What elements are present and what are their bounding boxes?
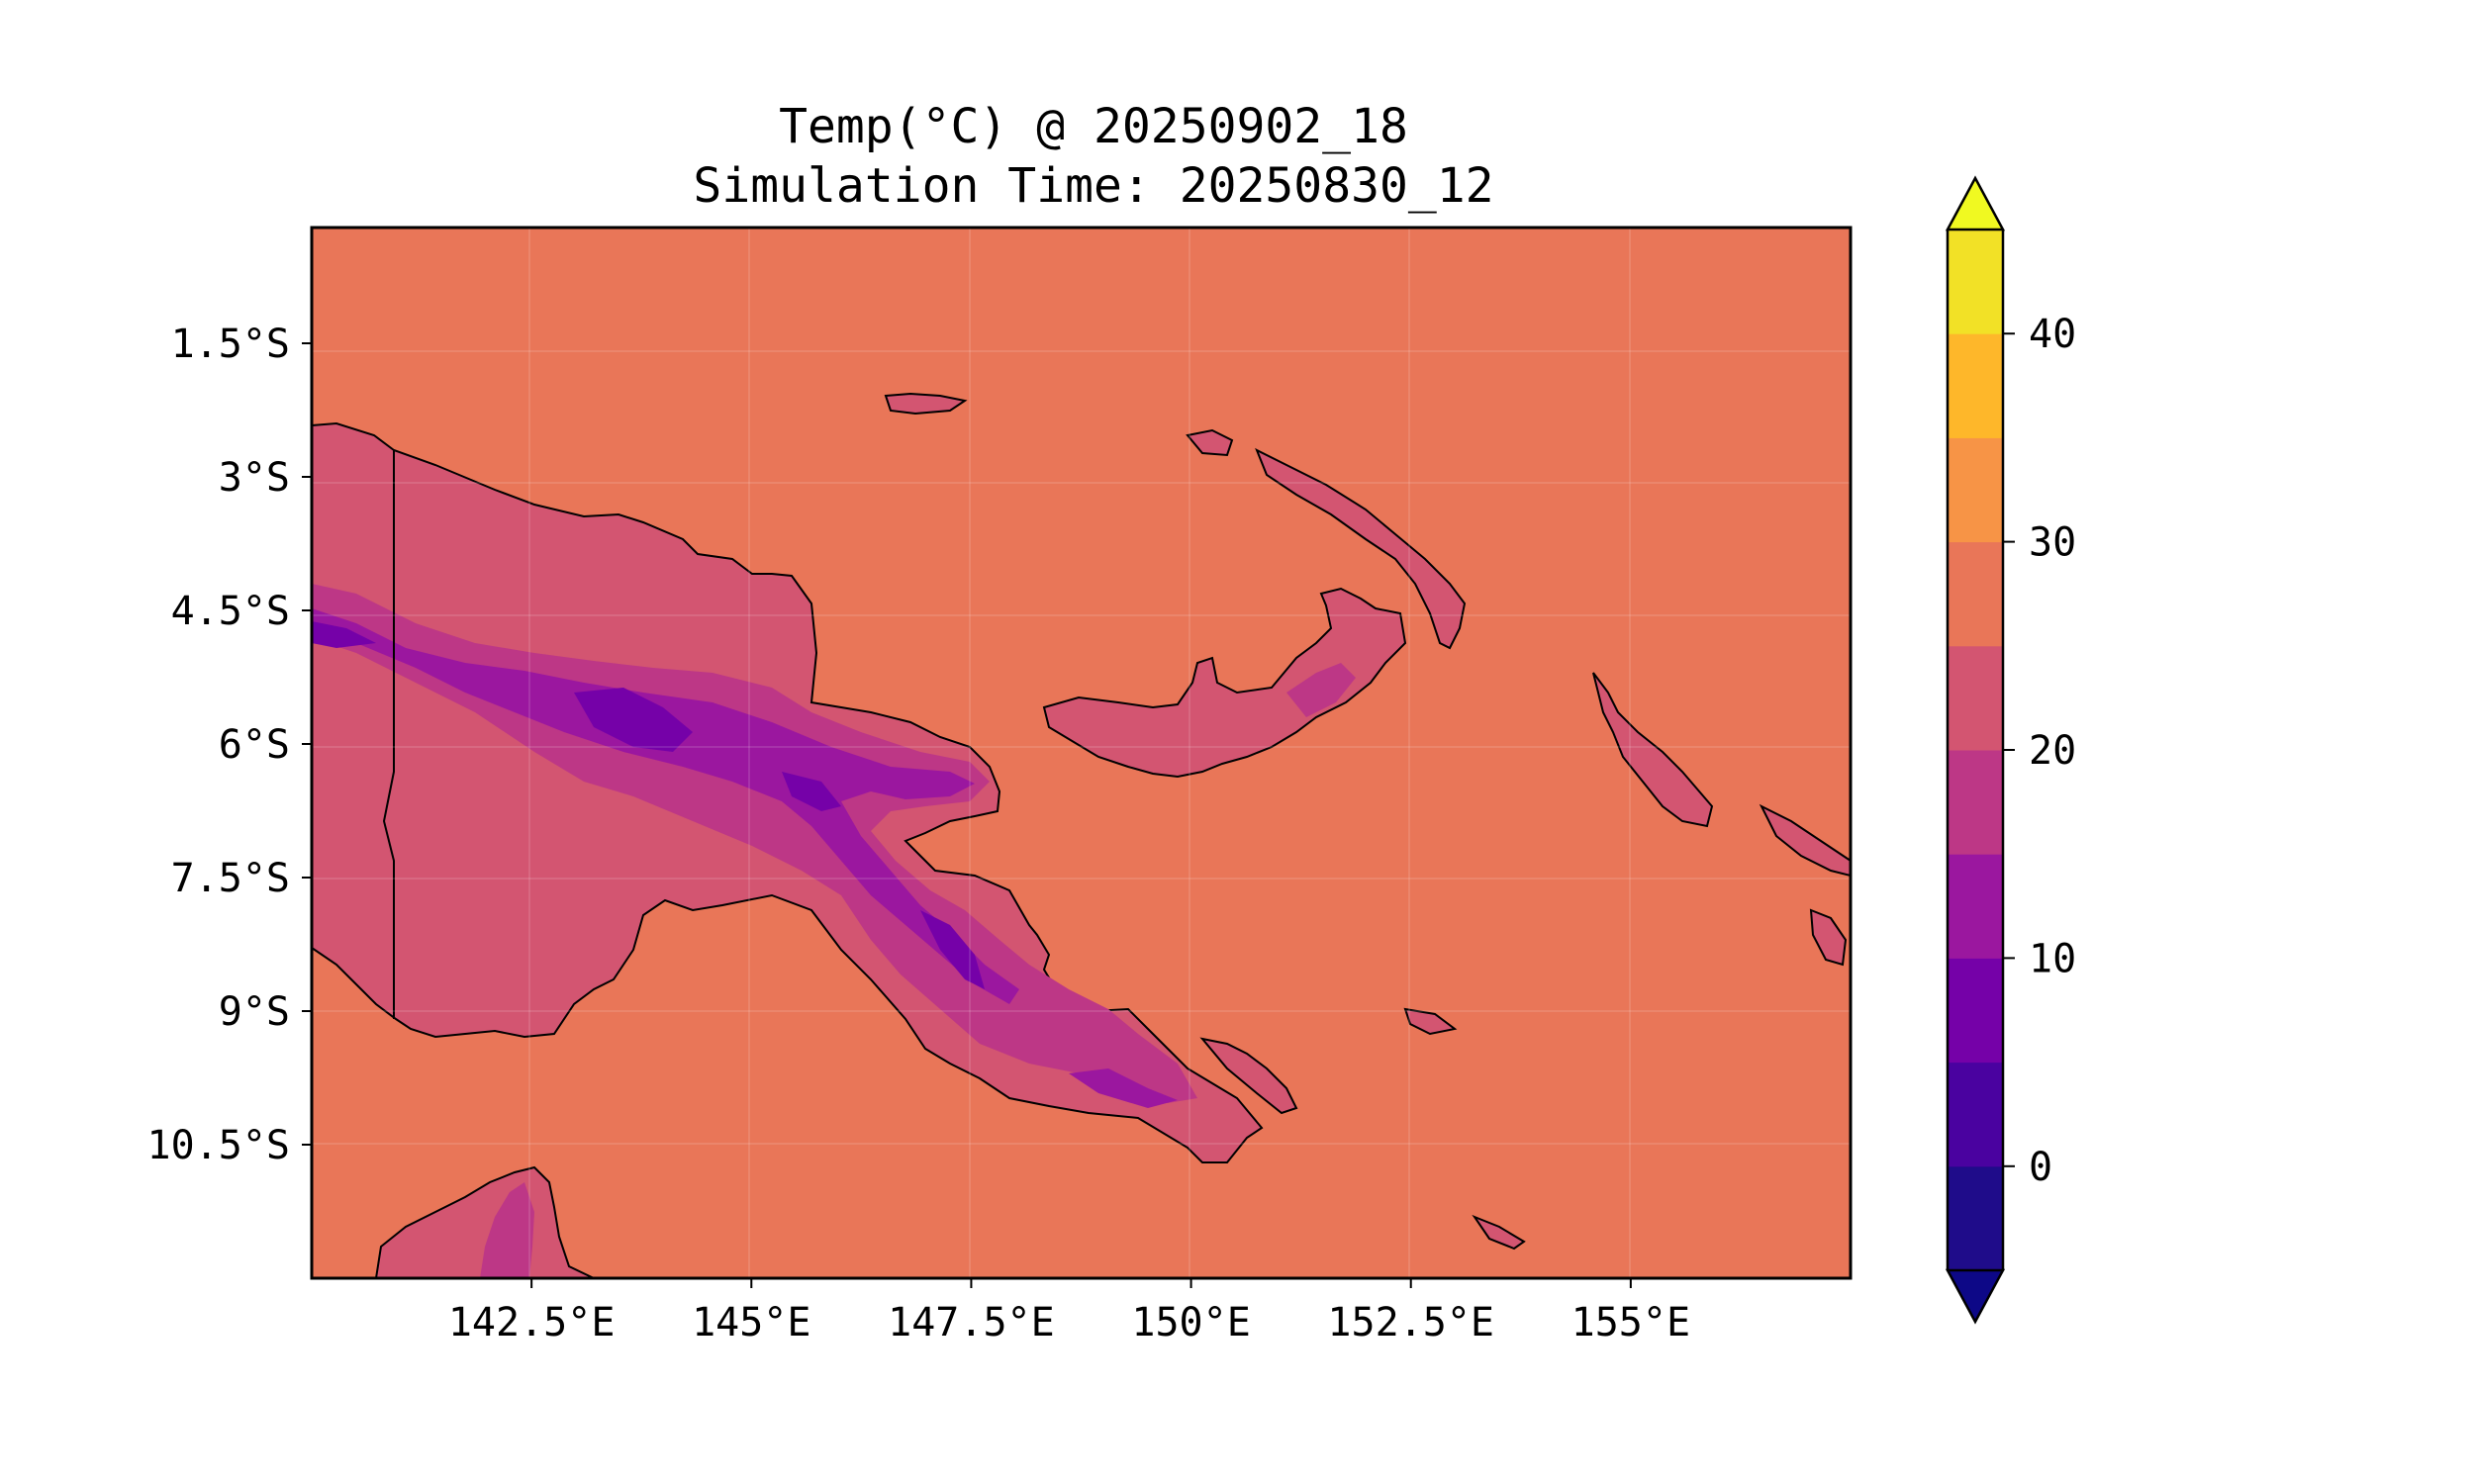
y-tick-label: 10.5°S: [147, 1123, 291, 1168]
colorbar-segment: [1948, 1165, 2003, 1271]
colorbar-segment: [1948, 541, 2003, 647]
colorbar-segment: [1948, 333, 2003, 438]
map-frame: [310, 226, 1853, 1280]
new-britain-island: [1042, 587, 1407, 779]
colorbar-segment: [1948, 854, 2003, 959]
y-tick-label: 1.5°S: [171, 322, 290, 367]
peaks-band-5-10: [312, 621, 376, 648]
small-island-e: [1809, 908, 1848, 967]
y-tick-label: 7.5°S: [171, 856, 290, 901]
colorbar-segment: [1948, 437, 2003, 543]
y-tick-label: 6°S: [219, 722, 290, 768]
x-tick-label: 145°E: [692, 1300, 810, 1345]
woodlark-island: [1403, 1007, 1458, 1036]
x-tick-label: 150°E: [1131, 1300, 1250, 1345]
x-axis-ticks: 142.5°E 145°E 147.5°E 150°E 152.5°E 155°E: [448, 1278, 1690, 1345]
map-panel: [310, 226, 1853, 1280]
colorbar-tick-label: 0: [2029, 1145, 2052, 1190]
map-title: Temp(°C) @ 20250902_18: [779, 99, 1408, 154]
colorbar-segment: [1948, 645, 2003, 751]
country-border: [382, 450, 395, 1019]
colorbar-segment: [1948, 1062, 2003, 1167]
map-subtitle: Simulation Time: 20250830_12: [693, 158, 1494, 214]
y-tick-label: 4.5°S: [171, 589, 290, 634]
map-gridlines: [312, 228, 1851, 1278]
new-britain-highlands: [1286, 663, 1356, 717]
y-axis-ticks: 1.5°S 3°S 4.5°S 6°S 7.5°S 9°S 10.5°S: [147, 322, 312, 1168]
colorbar-tick-label: 40: [2029, 312, 2076, 357]
peaks-band-5-10-east: [782, 772, 841, 811]
new-ireland-island: [1255, 447, 1467, 650]
cape-york-inner: [480, 1182, 534, 1278]
x-tick-label: 155°E: [1571, 1300, 1690, 1345]
x-tick-label: 147.5°E: [888, 1300, 1055, 1345]
colorbar-tick-label: 30: [2029, 520, 2076, 566]
bougainville-island: [1592, 672, 1714, 828]
y-tick-label: 3°S: [219, 455, 290, 501]
highlands-band-10-15-east: [1069, 1068, 1178, 1108]
small-island-ne: [1186, 428, 1234, 457]
colorbar-segment: [1948, 958, 2003, 1064]
peaks-band-5-10-central: [574, 688, 693, 752]
colorbar-tick-label: 10: [2029, 936, 2076, 981]
colorbar-under-triangle: [1945, 1268, 2006, 1325]
y-tick-label: 9°S: [219, 989, 290, 1035]
x-tick-label: 152.5°E: [1327, 1300, 1494, 1345]
cape-york-land: [374, 1165, 595, 1278]
solomon-island-east: [1759, 803, 1851, 878]
colorbar-tick-label: 20: [2029, 728, 2076, 774]
highlands-band-10-15: [312, 608, 1019, 1004]
trobriand-island: [1199, 1037, 1298, 1115]
colorbar-segment: [1948, 750, 2003, 855]
colorbar: 0 10 20 30 40: [1945, 175, 2076, 1325]
manus-island: [884, 392, 968, 416]
louisiade-island: [1472, 1214, 1526, 1251]
peaks-band-5-10-south: [920, 910, 985, 989]
x-tick-label: 142.5°E: [448, 1300, 616, 1345]
temperature-field: [312, 228, 1851, 1278]
colorbar-over-triangle: [1945, 175, 2006, 232]
colorbar-segment: [1948, 230, 2003, 334]
